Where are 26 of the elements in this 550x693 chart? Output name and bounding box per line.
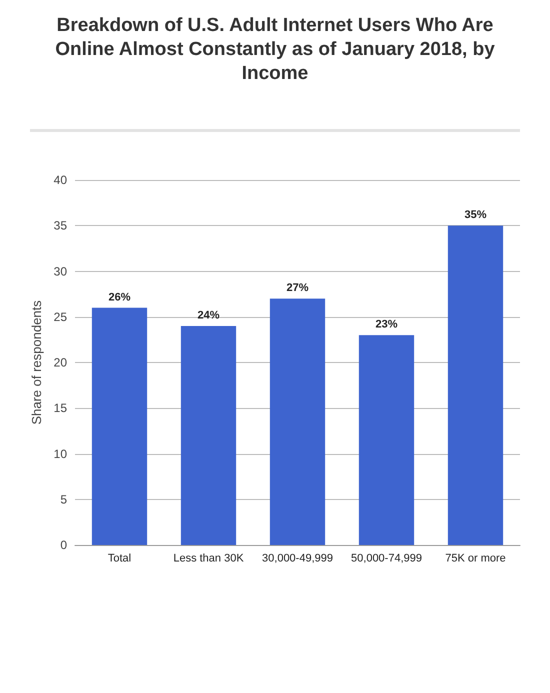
data-label: 27% (286, 282, 309, 294)
y-tick-label: 30 (54, 264, 68, 278)
y-tick-label: 20 (54, 356, 68, 370)
bar (358, 335, 414, 545)
x-tick-label: 30,000-49,999 (262, 552, 333, 564)
data-label: 35% (464, 209, 487, 222)
y-tick-label: 5 (60, 492, 68, 506)
bar (270, 298, 326, 545)
y-axis-title: Share of respondents (28, 300, 44, 425)
x-tick-label: Total (108, 552, 132, 564)
chart-title: Breakdown of U.S. Adult Internet Users Who Are Online Almost Constantly as of January 2018, by Income (54, 14, 496, 86)
y-tick-label: 0 (60, 538, 68, 552)
x-tick-label: Less than 30K (173, 552, 244, 564)
data-label: 24% (197, 310, 220, 322)
x-tick-label: 50,000-74,999 (351, 552, 422, 564)
data-label: 26% (108, 291, 131, 304)
y-tick-label: 40 (54, 173, 68, 187)
y-tick-label: 10 (54, 446, 68, 461)
y-tick-label: 25 (54, 310, 68, 324)
y-tick-label: 15 (54, 401, 68, 416)
bar (92, 308, 148, 545)
y-tick-label: 35 (54, 218, 68, 233)
x-tick-label: 75K or more (445, 552, 506, 564)
data-label: 23% (375, 318, 398, 331)
bar (448, 226, 504, 545)
bar (180, 326, 236, 545)
